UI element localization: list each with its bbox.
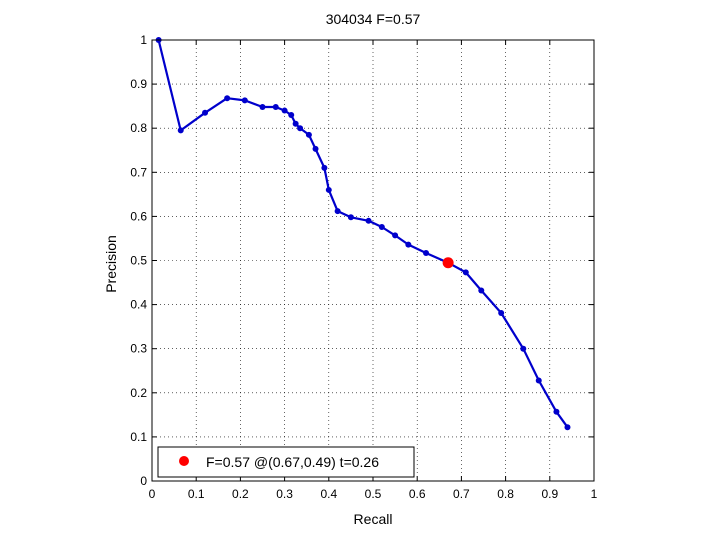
data-point	[365, 217, 372, 224]
data-point	[498, 309, 505, 316]
y-tick-label: 1	[140, 33, 147, 47]
data-point	[292, 120, 299, 127]
x-tick-label: 0	[149, 487, 156, 501]
data-point	[405, 241, 412, 248]
data-point	[297, 125, 304, 132]
legend-text: F=0.57 @(0.67,0.49) t=0.26	[206, 454, 379, 470]
series-line	[157, 39, 569, 428]
data-point	[241, 97, 248, 104]
legend-box	[157, 446, 415, 478]
x-tick-label: 1	[591, 487, 598, 501]
grid-lines	[152, 40, 594, 481]
y-tick-label: 0.5	[130, 254, 147, 268]
legend-marker	[179, 456, 189, 466]
x-tick-label: 0.8	[497, 487, 514, 501]
axis-ticks: 0 0.1 0.2 0.3 0.4 0.5 0.6 0.7 0.8 0.9 1 0 0.1 0.2 0.3 0…	[130, 33, 597, 501]
y-tick-label: 0.6	[130, 209, 147, 223]
x-tick-label: 0.9	[541, 487, 558, 501]
x-tick-label: 0.3	[276, 487, 293, 501]
data-point	[392, 232, 399, 239]
chart-title: 304034 F=0.57	[326, 11, 421, 27]
y-tick-label: 0.7	[130, 165, 147, 179]
y-tick-label: 0.8	[130, 121, 147, 135]
y-axis-label: Precision	[103, 235, 119, 293]
y-tick-label: 0.1	[130, 430, 147, 444]
data-point	[321, 164, 328, 171]
data-point	[281, 107, 288, 114]
y-tick-label: 0.3	[130, 342, 147, 356]
data-point	[564, 424, 571, 431]
data-point	[462, 269, 469, 276]
x-tick-label: 0.1	[188, 487, 205, 501]
data-point	[520, 345, 527, 352]
data-point	[202, 109, 209, 116]
y-tick-label: 0.2	[130, 386, 147, 400]
data-point	[378, 223, 385, 230]
data-point	[288, 111, 295, 118]
series-layer	[155, 37, 571, 431]
data-point	[347, 214, 354, 221]
data-point	[478, 287, 485, 294]
x-tick-label: 0.2	[232, 487, 249, 501]
x-axis-label: Recall	[354, 511, 393, 527]
data-point	[259, 104, 266, 111]
x-tick-label: 0.7	[453, 487, 470, 501]
legend: F=0.57 @(0.67,0.49) t=0.26	[157, 446, 415, 478]
data-point	[312, 145, 319, 152]
plot-frame	[151, 39, 595, 482]
y-tick-label: 0.4	[130, 298, 147, 312]
y-tick-label: 0	[140, 474, 147, 488]
data-point	[325, 186, 332, 193]
data-point	[553, 408, 560, 415]
data-point	[272, 104, 279, 111]
data-point	[423, 250, 430, 257]
x-tick-label: 0.6	[409, 487, 426, 501]
data-point	[305, 131, 312, 138]
data-point	[224, 95, 231, 102]
data-point	[177, 127, 184, 134]
x-tick-label: 0.5	[365, 487, 382, 501]
data-point	[535, 377, 542, 384]
x-tick-label: 0.4	[320, 487, 337, 501]
best-f-point	[442, 257, 454, 269]
data-point	[334, 208, 341, 215]
y-tick-label: 0.9	[130, 77, 147, 91]
